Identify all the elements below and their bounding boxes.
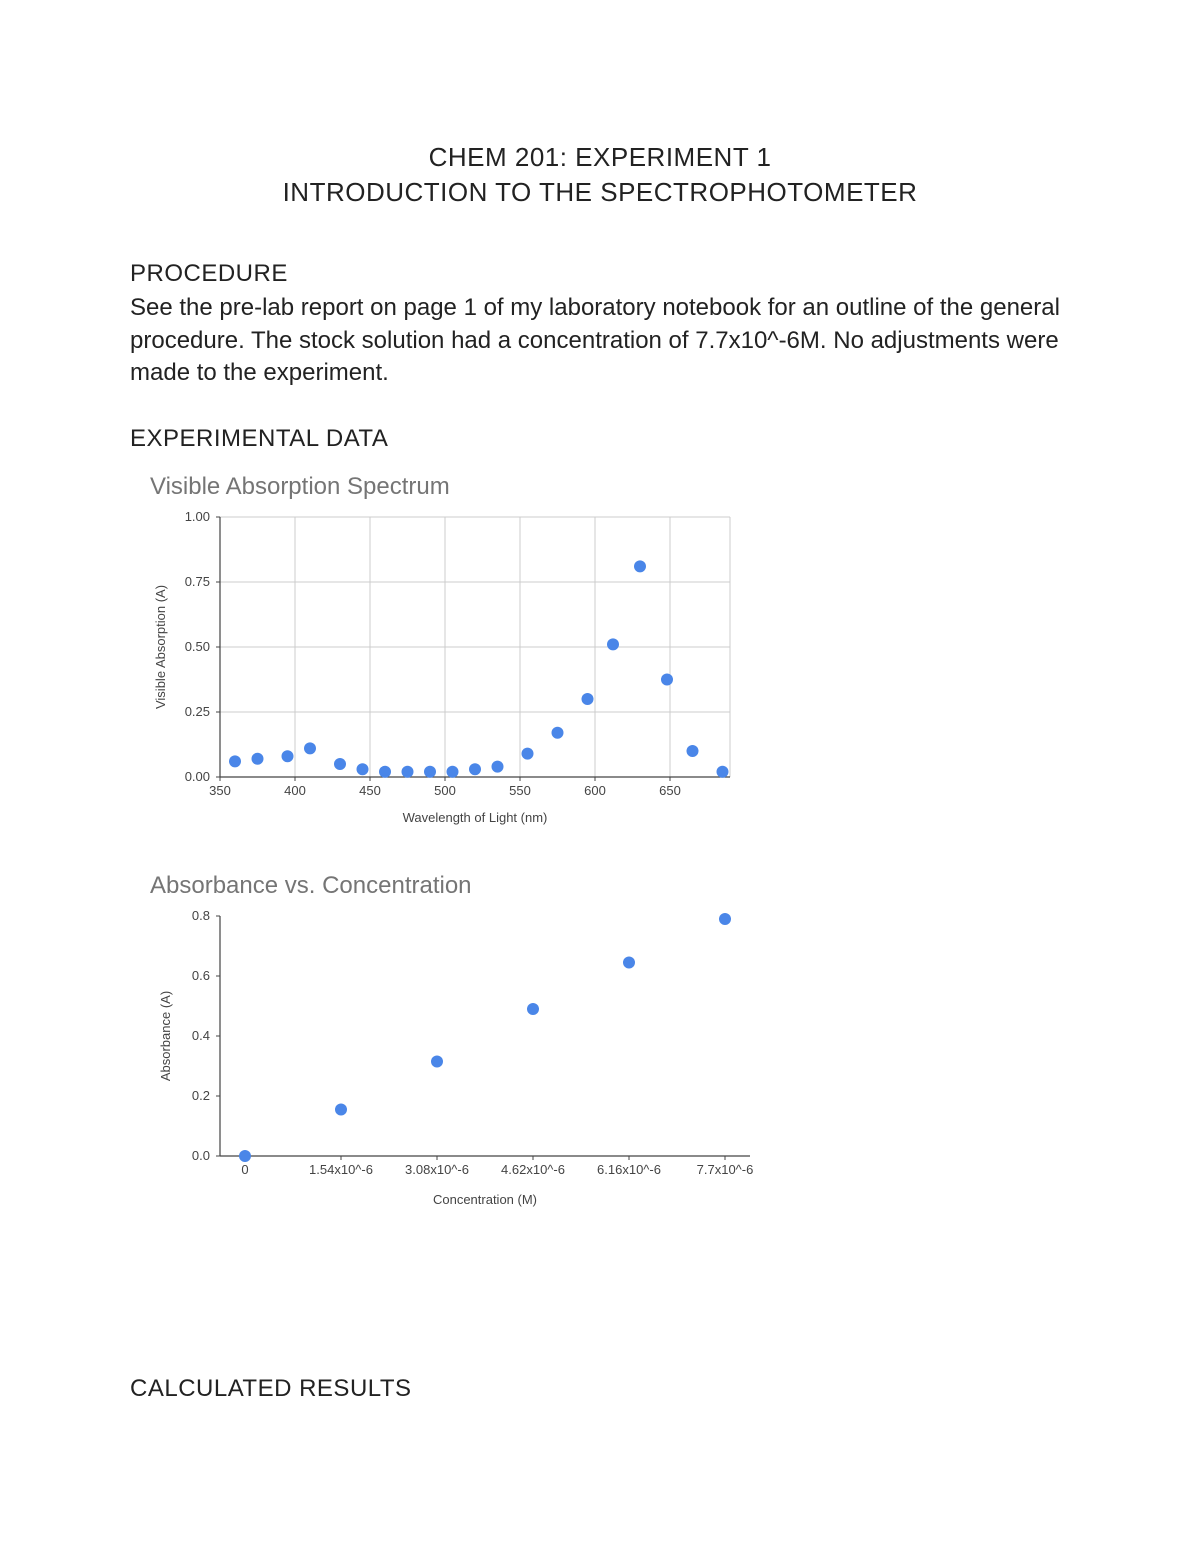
procedure-text: See the pre-lab report on page 1 of my l… [130,292,1070,389]
calculated-results-heading: CALCULATED RESULTS [130,1375,412,1403]
svg-text:650: 650 [659,783,681,798]
svg-text:0.8: 0.8 [192,908,210,923]
svg-text:7.7x10^-6: 7.7x10^-6 [697,1162,754,1177]
svg-text:450: 450 [359,783,381,798]
svg-text:0.75: 0.75 [185,574,210,589]
chart-absorbance-concentration: Absorbance vs. Concentration 0.00.20.40.… [130,872,1070,1226]
svg-text:1.54x10^-6: 1.54x10^-6 [309,1162,373,1177]
title-line-1: CHEM 201: EXPERIMENT 1 [130,140,1070,175]
svg-text:3.08x10^-6: 3.08x10^-6 [405,1162,469,1177]
chart2-title: Absorbance vs. Concentration [150,872,1070,900]
experimental-data-heading: EXPERIMENTAL DATA [130,425,1070,453]
svg-text:1.00: 1.00 [185,509,210,524]
svg-text:0.0: 0.0 [192,1148,210,1163]
chart1-svg: 0.00 0.25 0.50 0.75 1.00 350 400 450 500 550 600 65… [130,507,750,837]
svg-text:4.62x10^-6: 4.62x10^-6 [501,1162,565,1177]
svg-text:0.2: 0.2 [192,1088,210,1103]
svg-text:400: 400 [284,783,306,798]
procedure-heading: PROCEDURE [130,260,1070,288]
svg-text:350: 350 [209,783,231,798]
title-line-2: INTRODUCTION TO THE SPECTROPHOTOMETER [130,175,1070,210]
svg-text:0.6: 0.6 [192,968,210,983]
chart1-title: Visible Absorption Spectrum [150,473,1070,501]
svg-text:0.4: 0.4 [192,1028,210,1043]
svg-text:500: 500 [434,783,456,798]
page: CHEM 201: EXPERIMENT 1 INTRODUCTION TO T… [0,0,1200,1553]
svg-text:600: 600 [584,783,606,798]
svg-text:0.50: 0.50 [185,639,210,654]
chart-visible-absorption: Visible Absorption Spectrum 0.00 0.25 0.50… [130,473,1070,842]
svg-text:Wavelength of Light (nm): Wavelength of Light (nm) [403,810,548,825]
svg-text:0: 0 [241,1162,248,1177]
svg-text:Absorbance (A): Absorbance (A) [158,991,173,1081]
svg-text:0.25: 0.25 [185,704,210,719]
chart2-svg: 0.0 0.2 0.4 0.6 0.8 0 1.54x10^-6 3.08x10^-6 4.62… [130,906,770,1221]
svg-text:Visible Absorption (A): Visible Absorption (A) [153,585,168,709]
svg-text:Concentration (M): Concentration (M) [433,1192,537,1207]
svg-text:0.00: 0.00 [185,769,210,784]
svg-text:6.16x10^-6: 6.16x10^-6 [597,1162,661,1177]
title-block: CHEM 201: EXPERIMENT 1 INTRODUCTION TO T… [130,140,1070,210]
svg-text:550: 550 [509,783,531,798]
